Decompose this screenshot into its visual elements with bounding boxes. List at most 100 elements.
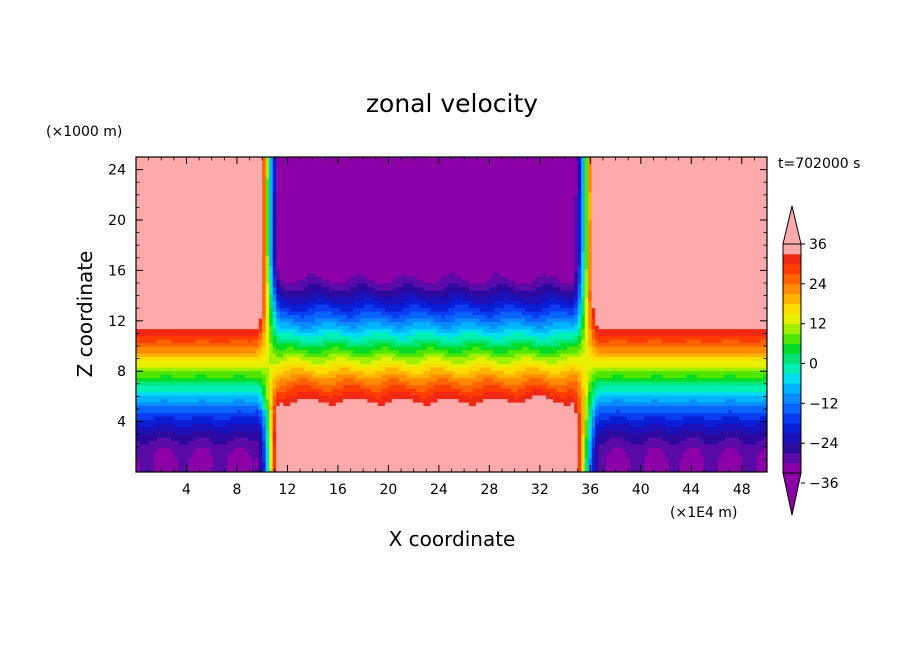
field-cell bbox=[185, 377, 190, 382]
field-cell bbox=[325, 325, 330, 330]
field-cell bbox=[178, 377, 183, 382]
field-cell bbox=[325, 419, 330, 424]
field-cell bbox=[314, 174, 319, 179]
field-cell bbox=[153, 276, 158, 281]
field-cell bbox=[311, 188, 316, 193]
field-cell bbox=[314, 269, 319, 274]
field-cell bbox=[325, 300, 330, 305]
field-cell bbox=[286, 444, 291, 449]
field-cell bbox=[171, 230, 176, 235]
field-cell bbox=[220, 167, 225, 172]
field-cell bbox=[188, 286, 193, 291]
field-cell bbox=[230, 349, 235, 354]
field-cell bbox=[237, 202, 242, 207]
field-cell bbox=[265, 325, 270, 330]
field-cell bbox=[269, 293, 274, 298]
field-cell bbox=[237, 419, 242, 424]
field-cell bbox=[255, 300, 260, 305]
field-cell bbox=[258, 265, 263, 270]
field-cell bbox=[157, 426, 162, 431]
field-cell bbox=[269, 251, 274, 256]
field-cell bbox=[265, 437, 270, 442]
field-cell bbox=[311, 276, 316, 281]
field-cell bbox=[230, 367, 235, 372]
field-cell bbox=[188, 269, 193, 274]
field-cell bbox=[325, 461, 330, 466]
field-cell bbox=[213, 374, 218, 379]
field-cell bbox=[174, 370, 179, 375]
field-cell bbox=[199, 430, 204, 435]
field-cell bbox=[311, 255, 316, 260]
field-cell bbox=[279, 178, 284, 183]
field-cell bbox=[321, 248, 326, 253]
field-cell bbox=[174, 244, 179, 249]
field-cell bbox=[181, 377, 186, 382]
field-cell bbox=[202, 433, 207, 438]
field-cell bbox=[307, 374, 312, 379]
field-cell bbox=[188, 160, 193, 165]
field-cell bbox=[304, 185, 309, 190]
field-cell bbox=[223, 388, 228, 393]
field-cell bbox=[248, 160, 253, 165]
field-cell bbox=[244, 171, 249, 176]
field-cell bbox=[269, 377, 274, 382]
field-cell bbox=[146, 220, 151, 225]
field-cell bbox=[293, 265, 298, 270]
field-cell bbox=[220, 458, 225, 463]
field-cell bbox=[265, 304, 270, 309]
field-cell bbox=[255, 321, 260, 326]
field-cell bbox=[199, 363, 204, 368]
field-cell bbox=[181, 188, 186, 193]
field-cell bbox=[199, 304, 204, 309]
field-cell bbox=[209, 244, 214, 249]
field-cell bbox=[286, 454, 291, 459]
field-cell bbox=[300, 297, 305, 302]
field-cell bbox=[223, 391, 228, 396]
field-cell bbox=[262, 188, 267, 193]
field-cell bbox=[314, 206, 319, 211]
field-cell bbox=[328, 440, 333, 445]
field-cell bbox=[174, 216, 179, 221]
field-cell bbox=[244, 423, 249, 428]
field-cell bbox=[297, 290, 302, 295]
field-cell bbox=[143, 367, 148, 372]
field-cell bbox=[286, 339, 291, 344]
field-cell bbox=[304, 206, 309, 211]
field-cell bbox=[244, 367, 249, 372]
field-cell bbox=[234, 269, 239, 274]
field-cell bbox=[311, 216, 316, 221]
field-cell bbox=[199, 395, 204, 400]
field-cell bbox=[136, 468, 141, 472]
field-cell bbox=[174, 377, 179, 382]
field-cell bbox=[157, 279, 162, 284]
field-cell bbox=[153, 286, 158, 291]
field-cell bbox=[311, 391, 316, 396]
field-cell bbox=[248, 227, 253, 232]
field-cell bbox=[209, 335, 214, 340]
field-cell bbox=[293, 223, 298, 228]
field-cell bbox=[153, 178, 158, 183]
field-cell bbox=[146, 304, 151, 309]
field-cell bbox=[262, 251, 267, 256]
field-cell bbox=[314, 255, 319, 260]
field-cell bbox=[150, 346, 155, 351]
field-cell bbox=[216, 307, 221, 312]
field-cell bbox=[276, 444, 281, 449]
field-cell bbox=[272, 311, 277, 316]
field-cell bbox=[192, 241, 197, 246]
x-axis-label: X coordinate bbox=[389, 527, 516, 551]
field-cell bbox=[325, 283, 330, 288]
field-cell bbox=[160, 167, 165, 172]
field-cell bbox=[286, 468, 291, 472]
field-cell bbox=[325, 335, 330, 340]
field-cell bbox=[290, 237, 295, 242]
field-cell bbox=[311, 461, 316, 466]
field-cell bbox=[171, 367, 176, 372]
field-cell bbox=[265, 157, 270, 162]
field-cell bbox=[307, 206, 312, 211]
field-cell bbox=[255, 360, 260, 365]
field-cell bbox=[241, 356, 246, 361]
field-cell bbox=[199, 220, 204, 225]
field-cell bbox=[244, 451, 249, 456]
field-cell bbox=[174, 363, 179, 368]
